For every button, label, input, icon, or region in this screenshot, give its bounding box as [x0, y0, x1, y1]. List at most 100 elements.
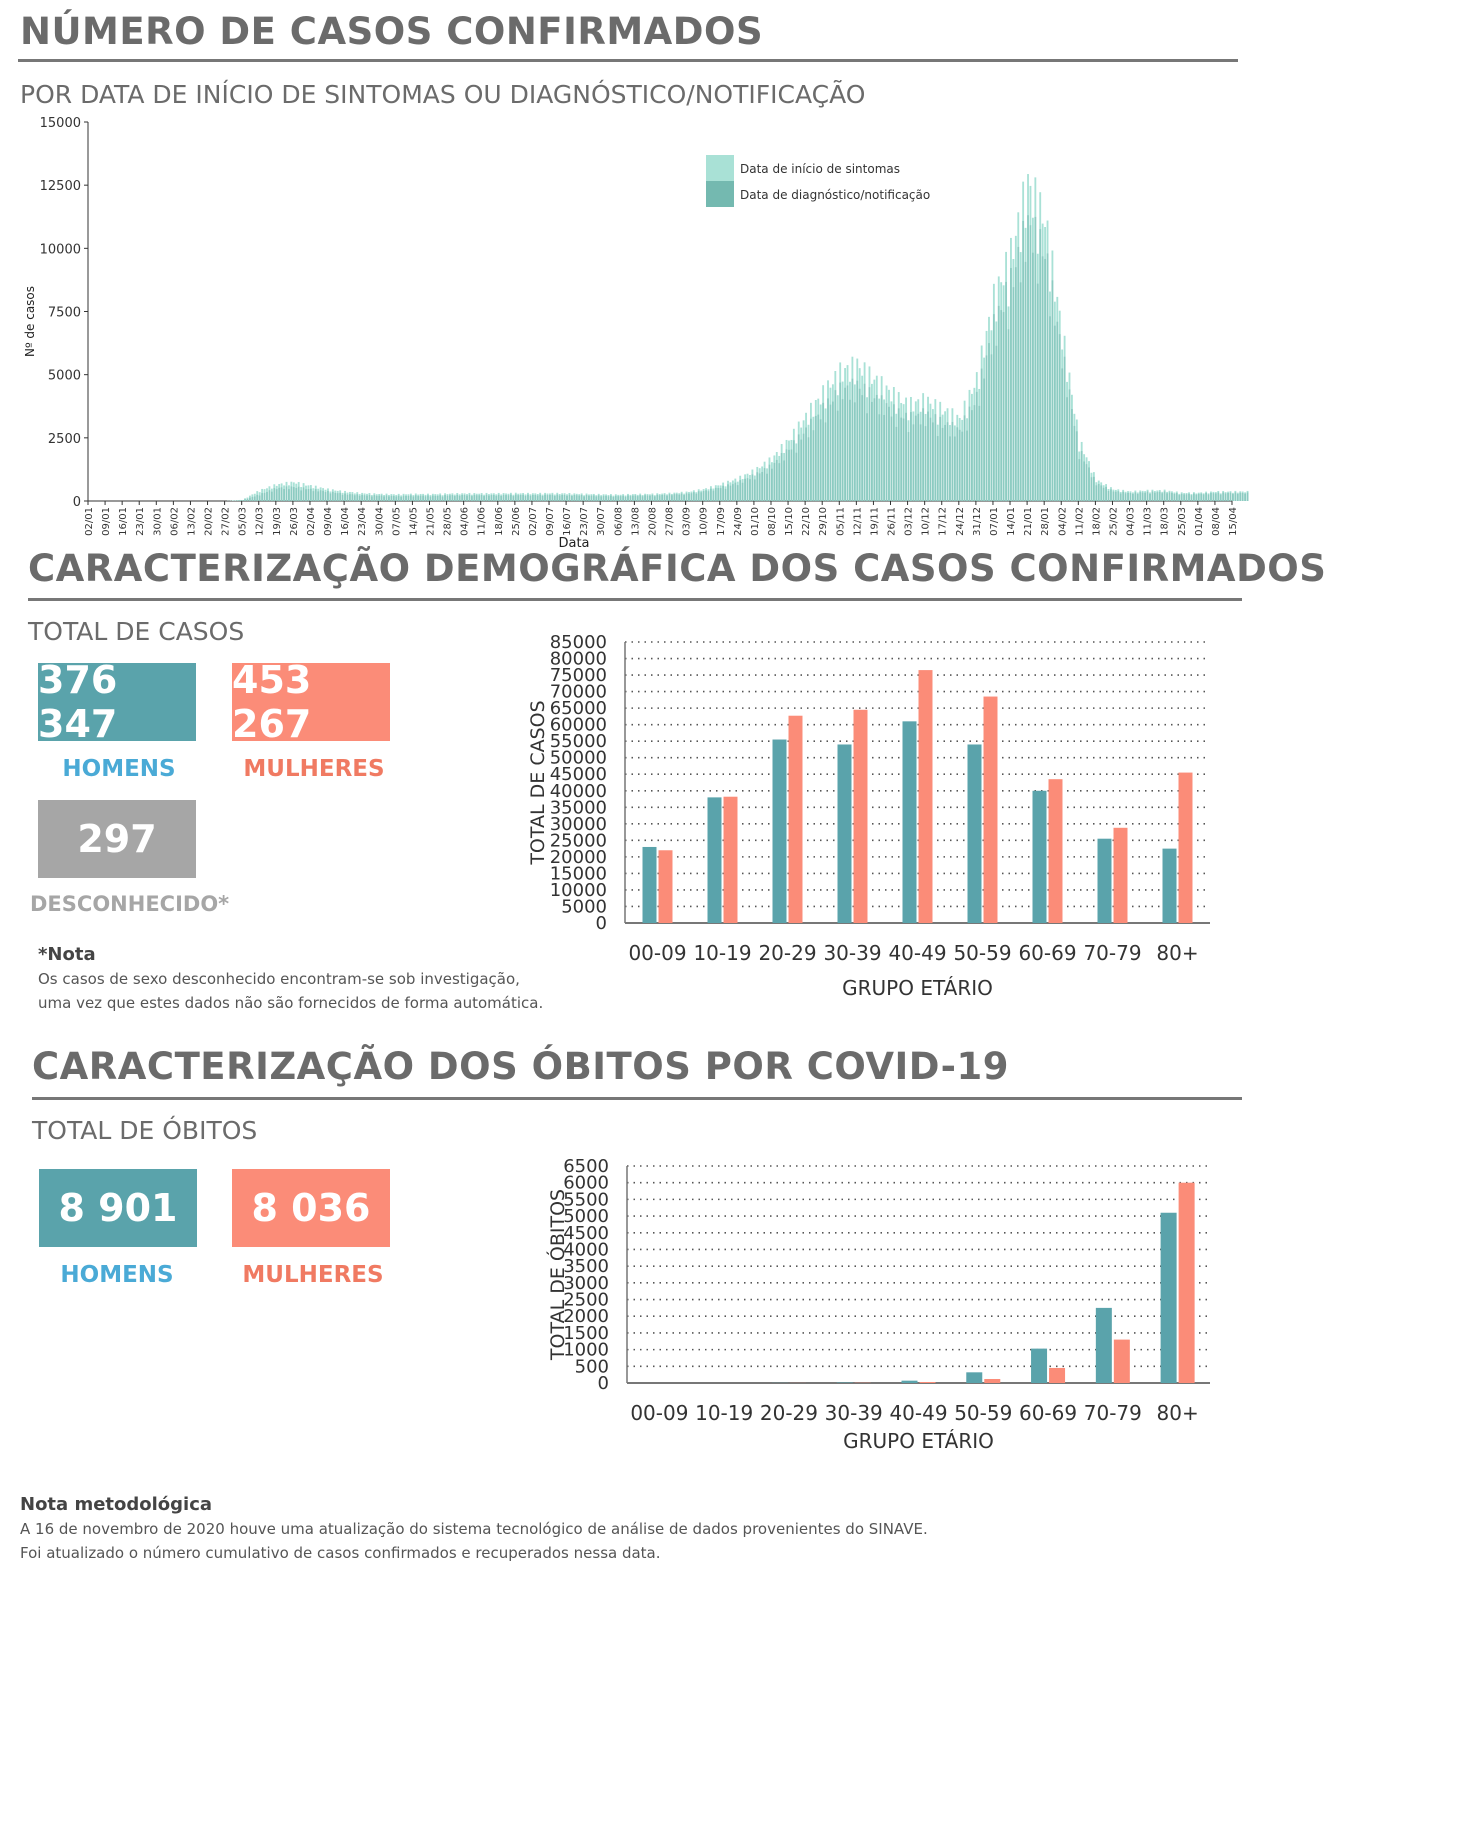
epi-bar	[822, 402, 825, 501]
epi-bar	[736, 485, 739, 501]
bar-men	[836, 1382, 853, 1383]
epi-bar	[1232, 494, 1234, 501]
x-tick-label: 19/03	[272, 507, 283, 536]
epi-bar	[700, 492, 703, 501]
epi-bar	[761, 471, 764, 501]
epi-bar	[414, 495, 417, 501]
epi-bar	[692, 492, 695, 501]
epi-bar	[1017, 246, 1020, 501]
epi-bar	[858, 388, 861, 501]
epi-bar	[405, 495, 407, 501]
epi-bar	[1166, 493, 1168, 501]
epi-bar	[322, 490, 325, 501]
epi-bar	[968, 406, 971, 501]
y-tick-label: 55000	[550, 731, 607, 752]
y-tick-label: 5000	[48, 369, 81, 384]
epi-bar	[366, 495, 368, 501]
epi-bar	[1063, 356, 1066, 501]
total-deaths-label: TOTAL DE ÓBITOS	[32, 1116, 258, 1145]
epi-bar	[1175, 493, 1178, 501]
y-tick-label: 5500	[563, 1189, 609, 1210]
x-tick-label: 02/01	[84, 507, 95, 536]
bar-women	[1178, 1182, 1195, 1383]
epi-bar	[588, 495, 590, 501]
epi-bar	[368, 494, 371, 501]
x-tick-label: 40-49	[888, 941, 946, 965]
epi-bar	[1212, 493, 1215, 501]
epi-bar	[961, 431, 964, 501]
epi-bar	[375, 495, 378, 501]
epi-bar	[707, 491, 710, 501]
epi-bar	[1022, 220, 1025, 501]
epi-bar	[849, 399, 851, 501]
bar-men	[1032, 790, 1047, 923]
x-tick-label: 30/01	[152, 507, 163, 536]
section2-divider	[28, 598, 1242, 601]
epi-bar	[634, 495, 637, 501]
epi-bar	[758, 473, 761, 501]
epi-bar	[288, 489, 290, 501]
x-tick-label: 06/08	[613, 507, 624, 536]
x-tick-label: 16/04	[340, 507, 351, 536]
x-tick-label: 07/01	[989, 507, 1000, 536]
epi-bar	[563, 494, 566, 501]
epi-bar	[878, 414, 881, 501]
bar-men	[902, 721, 917, 923]
epi-bar	[1105, 486, 1107, 501]
epi-bar	[1136, 493, 1139, 501]
x-tick-label: 60-69	[1018, 941, 1076, 965]
cases-men-label: HOMENS	[62, 756, 176, 782]
epi-bar	[1061, 368, 1064, 501]
epi-bar	[463, 495, 466, 501]
epi-bar	[931, 422, 934, 501]
y-axis-title: Nº de casos	[23, 286, 37, 357]
epi-bar	[334, 492, 337, 501]
y-tick-label: 0	[596, 913, 607, 934]
epi-bar	[329, 493, 332, 501]
epi-bar	[653, 496, 656, 501]
epi-bar	[729, 485, 732, 501]
epi-bar	[1246, 492, 1249, 501]
y-tick-label: 40000	[550, 781, 607, 802]
x-tick-label: 03/09	[682, 507, 693, 536]
epi-bar	[556, 494, 559, 501]
epi-bar	[583, 496, 586, 501]
x-tick-label: 15/10	[784, 507, 795, 536]
epi-bar	[785, 449, 788, 501]
epi-bar	[248, 497, 251, 501]
epi-bar	[863, 383, 866, 501]
epi-bar	[1178, 495, 1181, 501]
epi-bar	[261, 493, 264, 501]
y-tick-label: 500	[575, 1356, 609, 1377]
epi-bar	[934, 414, 937, 501]
x-tick-label: 19/11	[869, 507, 880, 536]
epi-bar	[846, 385, 849, 501]
footer-line-2: Foi atualizado o número cumulativo de ca…	[20, 1544, 661, 1562]
x-tick-label: 21/01	[1023, 507, 1034, 536]
epi-bar	[309, 488, 312, 501]
y-tick-label: 10000	[550, 880, 607, 901]
epi-bar	[558, 495, 561, 501]
epi-bar	[939, 416, 942, 501]
y-tick-label: 4000	[563, 1239, 609, 1260]
epi-bar	[892, 404, 895, 501]
y-tick-label: 7500	[48, 306, 81, 321]
x-tick-label: 12/11	[852, 507, 863, 536]
epi-bar	[339, 492, 342, 501]
epi-bar	[607, 496, 610, 501]
section3-divider	[32, 1097, 1242, 1100]
y-tick-label: 4500	[563, 1223, 609, 1244]
epi-bar	[266, 491, 268, 501]
epi-bar	[505, 495, 507, 501]
footer-line-1: A 16 de novembro de 2020 houve uma atual…	[20, 1520, 928, 1538]
y-tick-label: 65000	[550, 698, 607, 719]
epi-bar	[534, 495, 537, 501]
epi-bar	[258, 495, 261, 501]
x-tick-label: 25/06	[511, 507, 522, 536]
epi-bar	[348, 494, 351, 501]
epi-bar	[807, 437, 810, 501]
epi-bar	[910, 412, 912, 501]
legend-label: Data de início de sintomas	[740, 162, 900, 176]
epi-bar	[307, 489, 310, 501]
series-onset	[227, 174, 1249, 501]
